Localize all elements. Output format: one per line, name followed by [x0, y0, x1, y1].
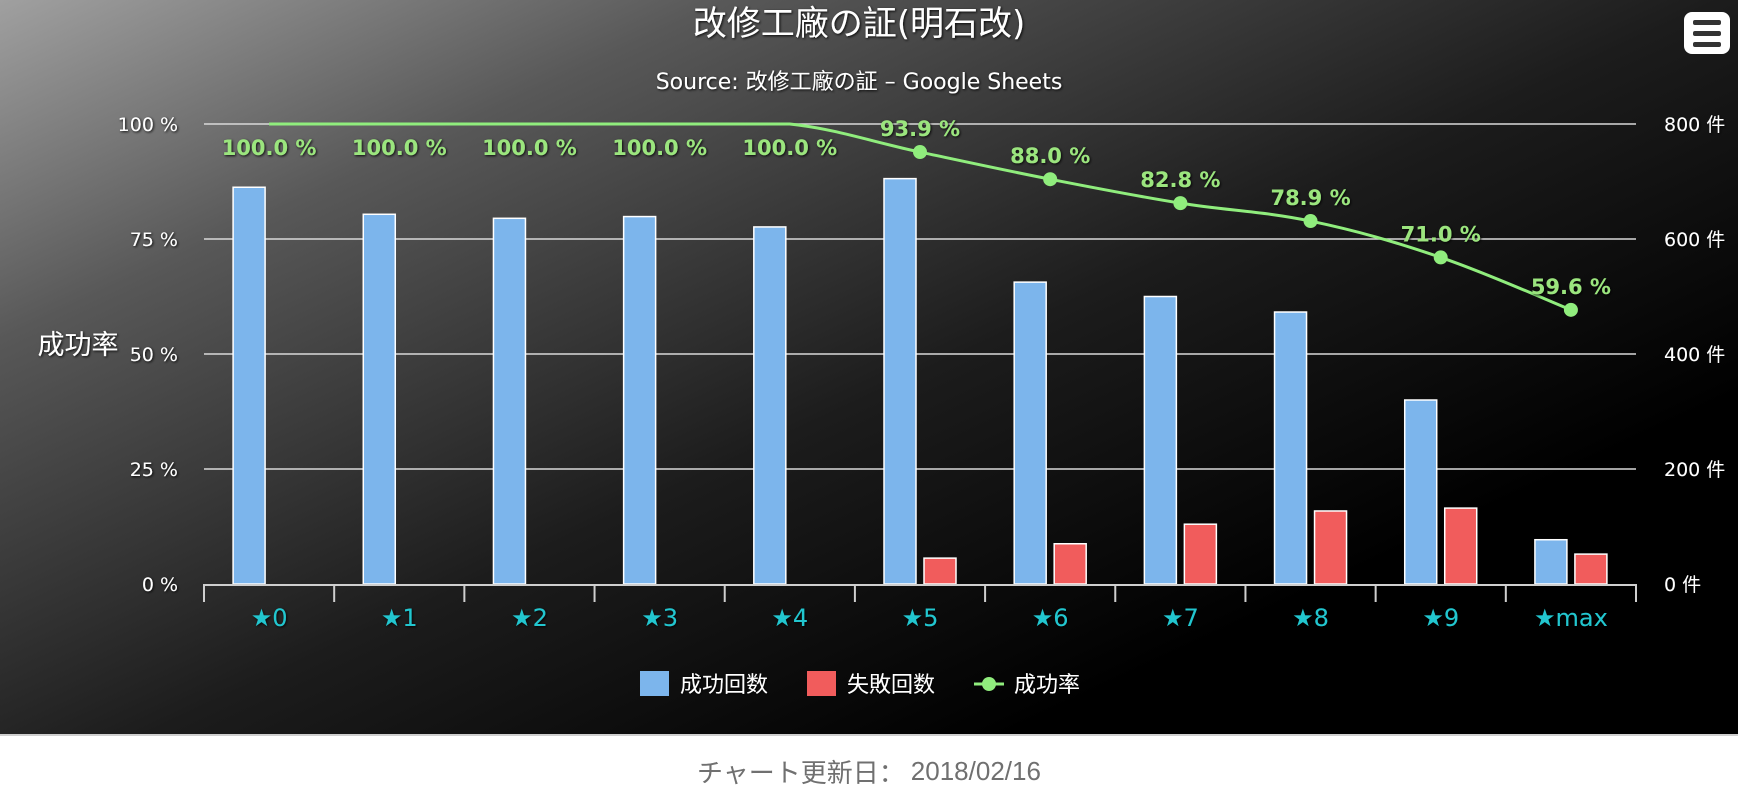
data-label: 88.0 % [1010, 144, 1090, 168]
data-label: 59.6 % [1531, 275, 1611, 299]
x-tick-label: ★5 [902, 604, 939, 632]
bar-success-count[interactable] [1273, 311, 1308, 585]
x-tick-label: ★max [1534, 604, 1608, 632]
data-label: 100.0 % [222, 136, 317, 160]
success-rate-marker[interactable] [1303, 214, 1318, 229]
chart-title: 改修工廠の証(明石改) [693, 4, 1026, 44]
footer-date: 2018/02/16 [910, 755, 1041, 786]
success-rate-marker[interactable] [1173, 196, 1188, 211]
bar-failure-count[interactable] [1053, 543, 1087, 585]
data-label: 71.0 % [1401, 222, 1481, 246]
right-tick-label: 600 件 [1664, 229, 1725, 251]
bar-failure-count[interactable] [1313, 510, 1348, 585]
combo-chart: 改修工廠の証(明石改) Source: 改修工廠の証 – Google Shee… [38, 4, 1726, 698]
bar-failure-count[interactable] [1574, 553, 1608, 585]
x-tick-label: ★1 [381, 604, 418, 632]
data-label: 100.0 % [612, 136, 707, 160]
x-axis: ★0 ★1 ★2 ★3 ★4 ★5 ★6 ★7 ★8 ★9 ★max [203, 584, 1637, 632]
data-label: 93.9 % [880, 117, 960, 141]
success-rate-marker[interactable] [1563, 302, 1578, 317]
bar-success-count[interactable] [492, 217, 527, 585]
data-label: 100.0 % [352, 136, 447, 160]
data-label: 78.9 % [1270, 186, 1350, 210]
left-tick-label: 100 % [118, 114, 178, 136]
x-tick-label: ★7 [1162, 604, 1199, 632]
x-tick-label: ★4 [771, 604, 808, 632]
left-tick-label: 50 % [130, 344, 178, 366]
x-tick-label: ★8 [1292, 604, 1329, 632]
bar-success-count[interactable] [622, 215, 657, 585]
data-label: 82.8 % [1140, 168, 1220, 192]
hamburger-menu-icon[interactable] [1684, 12, 1730, 54]
success-rate-marker[interactable] [1043, 172, 1058, 187]
left-tick-label: 0 % [142, 574, 178, 596]
legend: 成功回数 失敗回数 成功率 [640, 671, 1080, 698]
chart-container: 改修工廠の証(明石改) Source: 改修工廠の証 – Google Shee… [0, 0, 1738, 736]
left-tick-label: 75 % [130, 229, 178, 251]
bar-success-count[interactable] [1403, 399, 1438, 585]
left-y-axis: 0 % 25 % 50 % 75 % 100 % [118, 114, 178, 596]
right-y-axis: 0 件 200 件 400 件 600 件 800 件 [1664, 114, 1725, 596]
menu-line [1693, 30, 1721, 36]
x-tick-label: ★2 [511, 604, 548, 632]
success-rate-marker[interactable] [1433, 250, 1448, 265]
x-tick-label: ★3 [641, 604, 678, 632]
right-tick-label: 200 件 [1664, 459, 1725, 481]
bar-failure-count[interactable] [1183, 523, 1218, 585]
data-label: 100.0 % [742, 136, 837, 160]
data-labels: 100.0 % 100.0 % 100.0 % 100.0 % 100.0 % 93.9 … [222, 117, 1611, 299]
x-tick-label: ★0 [251, 604, 288, 632]
bar-failure-count[interactable] [923, 557, 957, 585]
legend-swatch [807, 671, 836, 696]
bar-success-count[interactable] [1013, 281, 1047, 585]
menu-line [1693, 19, 1721, 25]
x-tick-label: ★9 [1422, 604, 1459, 632]
legend-label[interactable]: 成功率 [1014, 673, 1080, 698]
menu-line [1693, 41, 1721, 47]
chart-subtitle: Source: 改修工廠の証 – Google Sheets [656, 70, 1063, 95]
bar-success-count[interactable] [1534, 538, 1568, 585]
right-tick-label: 800 件 [1664, 114, 1725, 136]
right-tick-label: 400 件 [1664, 344, 1725, 366]
chart-footer: チャート更新日： 2018/02/16 [0, 742, 1738, 800]
bar-failure-count[interactable] [1443, 507, 1478, 585]
legend-swatch-marker [982, 677, 996, 691]
right-tick-label: 0 件 [1664, 574, 1701, 596]
bar-success-count[interactable] [753, 226, 787, 585]
data-label: 100.0 % [482, 136, 577, 160]
legend-label[interactable]: 成功回数 [680, 673, 768, 698]
left-axis-title: 成功率 [38, 330, 119, 361]
left-tick-label: 25 % [130, 459, 178, 481]
legend-label[interactable]: 失敗回数 [847, 673, 935, 698]
success-rate-marker[interactable] [913, 145, 927, 160]
x-tick-label: ★6 [1032, 604, 1069, 632]
success-rate-line [269, 122, 1578, 317]
bar-success-count[interactable] [362, 213, 397, 585]
bar-success-count[interactable] [883, 177, 917, 585]
bar-success-count[interactable] [1143, 295, 1178, 585]
bar-success-count[interactable] [232, 186, 266, 585]
footer-label: チャート更新日： [697, 757, 905, 788]
legend-swatch [640, 671, 669, 696]
